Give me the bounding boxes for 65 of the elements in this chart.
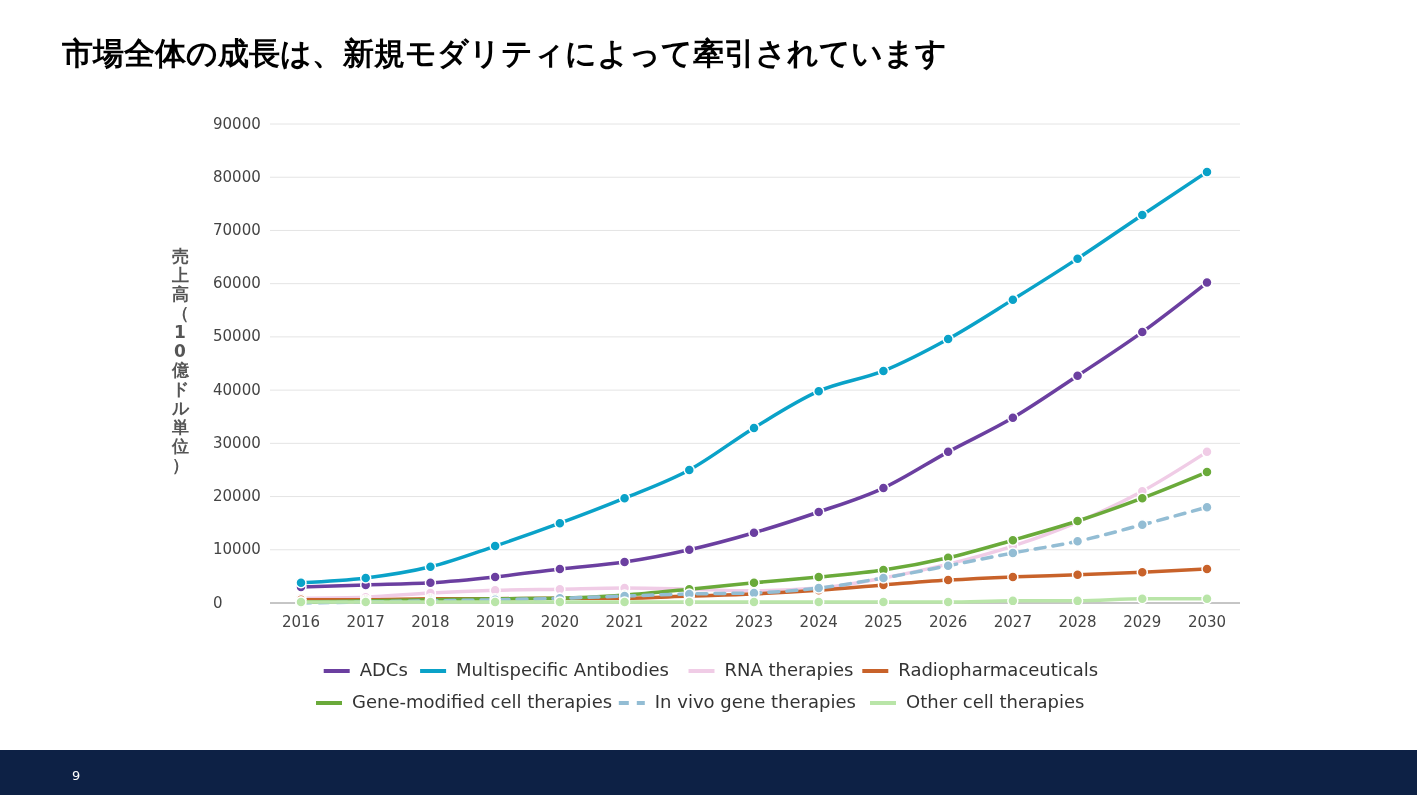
x-tick-label: 2030 xyxy=(1187,613,1227,631)
x-tick-label: 2019 xyxy=(476,613,515,631)
point xyxy=(1007,571,1019,583)
point xyxy=(1201,563,1213,575)
point xyxy=(812,506,825,518)
point xyxy=(554,596,566,608)
x-tick-label: 2027 xyxy=(993,613,1032,631)
point xyxy=(877,596,890,608)
y-tick-label: 50000 xyxy=(213,327,261,346)
point xyxy=(1201,466,1213,478)
y-tick-label: 80000 xyxy=(213,167,261,186)
point xyxy=(1007,547,1019,559)
y-tick-label: 10000 xyxy=(213,540,261,559)
x-tick-label: 2024 xyxy=(799,613,838,631)
text: 9 xyxy=(72,768,81,783)
point xyxy=(489,540,501,552)
x-tick-label: 2021 xyxy=(605,613,644,631)
y-tick-label: 90000 xyxy=(213,114,261,133)
x-tick-label: 2020 xyxy=(540,613,579,631)
point xyxy=(748,577,760,589)
point xyxy=(877,482,890,494)
legend-label: Radiopharmaceuticals xyxy=(898,659,1099,680)
y-tick-label: 40000 xyxy=(213,380,261,399)
y-tick-label: 20000 xyxy=(213,487,261,506)
x-tick-label: 2022 xyxy=(670,613,709,631)
point xyxy=(295,577,307,589)
x-tick-label: 2018 xyxy=(411,613,450,631)
x-tick-label: 2028 xyxy=(1058,613,1097,631)
point xyxy=(683,464,696,476)
point xyxy=(812,596,825,608)
point xyxy=(1136,209,1149,221)
point xyxy=(942,574,954,586)
x-tick-label: 2025 xyxy=(864,613,903,631)
y-tick-label: 30000 xyxy=(213,433,261,452)
x-tick-label: 2029 xyxy=(1123,613,1162,631)
point xyxy=(942,333,954,345)
chart-title: 市場全体の成長は、新規モダリティによって牽引されています xyxy=(61,35,947,71)
legend-label: RNA therapies xyxy=(724,659,854,680)
y-tick-label: 70000 xyxy=(213,220,261,239)
point xyxy=(748,596,760,608)
legend-label: Other cell therapies xyxy=(906,691,1085,712)
y-tick-label: 60000 xyxy=(213,274,261,293)
x-tick-label: 2017 xyxy=(346,613,385,631)
point xyxy=(683,596,696,608)
point xyxy=(618,556,631,568)
x-tick-label: 2026 xyxy=(929,613,968,631)
legend-label: In vivo gene therapies xyxy=(654,691,856,712)
legend-label: Multispecific Antibodies xyxy=(456,659,669,680)
point xyxy=(942,596,954,608)
point xyxy=(618,596,631,608)
x-tick-label: 2023 xyxy=(734,613,774,631)
legend-label: ADCs xyxy=(359,659,408,680)
point xyxy=(877,365,890,377)
point xyxy=(359,572,372,584)
point xyxy=(489,571,501,583)
x-tick-label: 2016 xyxy=(281,613,321,631)
point xyxy=(554,563,566,575)
text: 売上高（10億ドル単位） xyxy=(171,246,189,475)
point xyxy=(1136,326,1149,338)
point xyxy=(812,571,825,583)
point xyxy=(1201,166,1213,178)
legend-label: Gene-modified cell therapies xyxy=(352,691,613,712)
y-tick-label: 0 xyxy=(213,593,223,612)
point xyxy=(748,422,760,434)
point xyxy=(1136,492,1149,504)
